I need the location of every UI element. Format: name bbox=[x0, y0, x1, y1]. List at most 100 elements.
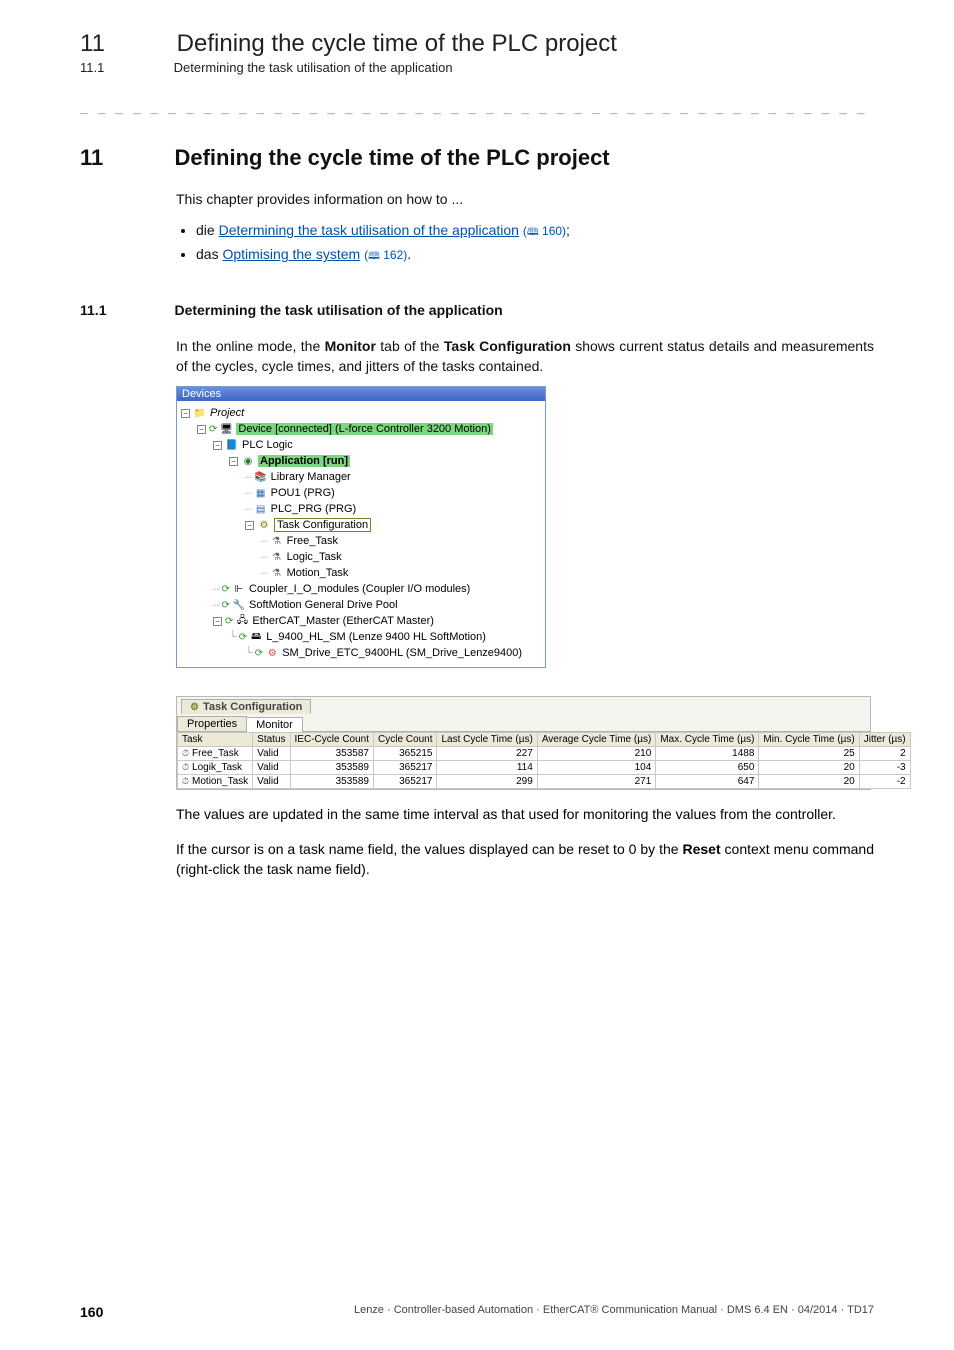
col-cycle-count[interactable]: Cycle Count bbox=[374, 733, 437, 747]
tree-plc-prg[interactable]: ┈ ▤ PLC_PRG (PRG) bbox=[179, 501, 543, 517]
device-icon: 🖥 bbox=[219, 424, 233, 435]
col-jitter[interactable]: Jitter (µs) bbox=[859, 733, 910, 747]
task-name: Free_Task bbox=[192, 748, 239, 759]
table-row[interactable]: ⏱Logik_Task Valid 353589 365217 114 104 … bbox=[178, 761, 911, 775]
tree-motion-task[interactable]: ┈ ⚗ Motion_Task bbox=[179, 565, 543, 581]
col-status[interactable]: Status bbox=[253, 733, 290, 747]
book-icon: 🕮 bbox=[368, 251, 380, 262]
footer-text: Lenze · Controller-based Automation · Et… bbox=[354, 1304, 874, 1320]
task-name: Motion_Task bbox=[192, 776, 248, 787]
devices-title: Devices bbox=[177, 387, 545, 401]
tree-label: PLC Logic bbox=[242, 439, 293, 451]
cell-last: 227 bbox=[437, 747, 537, 761]
tree-label: Logic_Task bbox=[287, 551, 342, 563]
page-number: 160 bbox=[80, 1304, 103, 1320]
values-para: The values are updated in the same time … bbox=[176, 804, 874, 824]
cell-status: Valid bbox=[253, 747, 290, 761]
collapse-icon[interactable]: − bbox=[213, 617, 222, 626]
section-11-bullets: die Determining the task utilisation of … bbox=[196, 219, 874, 267]
tree-label: Library Manager bbox=[271, 471, 351, 483]
ref-page: 160 bbox=[542, 224, 562, 238]
collapse-icon[interactable]: − bbox=[245, 521, 254, 530]
cell-avg: 210 bbox=[537, 747, 656, 761]
col-min-cycle[interactable]: Min. Cycle Time (µs) bbox=[759, 733, 859, 747]
tree-coupler[interactable]: ┈ ⟳ ⊩ Coupler_I_O_modules (Coupler I/O m… bbox=[179, 581, 543, 597]
clock-icon: ⏱ bbox=[182, 776, 189, 786]
col-max-cycle[interactable]: Max. Cycle Time (µs) bbox=[656, 733, 759, 747]
chapter-number: 11 bbox=[80, 30, 170, 58]
tree-pou1[interactable]: ┈ ▦ POU1 (PRG) bbox=[179, 485, 543, 501]
collapse-icon[interactable]: − bbox=[213, 441, 222, 450]
tree-softmotion[interactable]: ┈ ⟳ 🔧 SoftMotion General Drive Pool bbox=[179, 597, 543, 613]
collapse-icon[interactable]: − bbox=[181, 409, 190, 418]
tree-label: Motion_Task bbox=[287, 567, 349, 579]
drive-icon: 🖴 bbox=[249, 629, 263, 646]
tree-device[interactable]: − ⟳ 🖥 Device [connected] (L-force Contro… bbox=[179, 421, 543, 437]
collapse-icon[interactable]: − bbox=[197, 425, 206, 434]
tab-monitor[interactable]: Monitor bbox=[246, 717, 303, 732]
tree-project[interactable]: − 📁 Project bbox=[179, 405, 543, 421]
devices-panel: Devices − 📁 Project − ⟳ 🖥 Device [connec… bbox=[176, 386, 546, 668]
cell-max: 647 bbox=[656, 775, 759, 789]
page-ref[interactable]: (🕮 160) bbox=[523, 224, 566, 238]
cell-iec: 353589 bbox=[290, 775, 373, 789]
task-utilisation-link[interactable]: Determining the task utilisation of the … bbox=[219, 222, 519, 238]
tree-ethercat[interactable]: − ⟳ 🖧 EtherCAT_Master (EtherCAT Master) bbox=[179, 613, 543, 629]
table-row[interactable]: ⏱Free_Task Valid 353587 365215 227 210 1… bbox=[178, 747, 911, 761]
cell-task: ⏱Logik_Task bbox=[178, 761, 253, 775]
tree-task-config[interactable]: − ⚙ Task Configuration bbox=[179, 517, 543, 533]
divider-line: _ _ _ _ _ _ _ _ _ _ _ _ _ _ _ _ _ _ _ _ … bbox=[80, 100, 874, 115]
bullet-item: die Determining the task utilisation of … bbox=[196, 219, 874, 243]
cell-avg: 271 bbox=[537, 775, 656, 789]
tree-label: PLC_PRG (PRG) bbox=[271, 503, 357, 515]
coupler-icon: ⊩ bbox=[232, 584, 246, 595]
section-11-1-heading: 11.1 Determining the task utilisation of… bbox=[80, 302, 874, 320]
cell-iec: 353589 bbox=[290, 761, 373, 775]
section-11-1-para: In the online mode, the Monitor tab of t… bbox=[176, 336, 874, 377]
page-ref[interactable]: (🕮 162) bbox=[364, 248, 407, 262]
tree-plc-logic[interactable]: − 📘 PLC Logic bbox=[179, 437, 543, 453]
tree-application[interactable]: − ◉ Application [run] bbox=[179, 453, 543, 469]
task-config-title-tab[interactable]: ⚙ Task Configuration bbox=[181, 699, 311, 714]
col-avg-cycle[interactable]: Average Cycle Time (µs) bbox=[537, 733, 656, 747]
reset-bold: Reset bbox=[682, 841, 720, 857]
collapse-icon[interactable]: − bbox=[229, 457, 238, 466]
task-icon: ⚗ bbox=[270, 552, 284, 563]
col-iec[interactable]: IEC-Cycle Count bbox=[290, 733, 373, 747]
book-icon: 🕮 bbox=[527, 227, 539, 238]
task-icon: ⚗ bbox=[270, 536, 284, 547]
tree-smdrive[interactable]: └ ⟳ ⚙ SM_Drive_ETC_9400HL (SM_Drive_Lenz… bbox=[179, 645, 543, 661]
library-icon: 📚 bbox=[254, 472, 268, 483]
tree-logic-task[interactable]: ┈ ⚗ Logic_Task bbox=[179, 549, 543, 565]
reset-text-1: If the cursor is on a task name field, t… bbox=[176, 841, 682, 857]
cell-status: Valid bbox=[253, 761, 290, 775]
optimising-system-link[interactable]: Optimising the system bbox=[222, 246, 360, 262]
tree-l9400[interactable]: └ ⟳ 🖴 L_9400_HL_SM (Lenze 9400 HL SoftMo… bbox=[179, 629, 543, 645]
tree-label: EtherCAT_Master (EtherCAT Master) bbox=[252, 615, 434, 627]
task-config-icon: ⚙ bbox=[257, 520, 271, 531]
ref-page: 162 bbox=[383, 248, 403, 262]
subsection-heading: 11.1 Determining the task utilisation of… bbox=[80, 60, 874, 75]
cell-max: 650 bbox=[656, 761, 759, 775]
tree-free-task[interactable]: ┈ ⚗ Free_Task bbox=[179, 533, 543, 549]
col-task[interactable]: Task bbox=[178, 733, 253, 747]
sync-icon: ⟳ bbox=[222, 584, 230, 595]
devices-tree: − 📁 Project − ⟳ 🖥 Device [connected] (L-… bbox=[177, 401, 545, 667]
sync-icon: ⟳ bbox=[255, 648, 263, 659]
subsection-number: 11.1 bbox=[80, 302, 170, 318]
page-header: 11 Defining the cycle time of the PLC pr… bbox=[80, 30, 874, 75]
tree-label: Device [connected] (L-force Controller 3… bbox=[236, 423, 493, 435]
table-row[interactable]: ⏱Motion_Task Valid 353589 365217 299 271… bbox=[178, 775, 911, 789]
bullet-prefix: das bbox=[196, 246, 222, 262]
para-text: In the online mode, the bbox=[176, 338, 325, 354]
col-last-cycle[interactable]: Last Cycle Time (µs) bbox=[437, 733, 537, 747]
section-11-heading: 11 Defining the cycle time of the PLC pr… bbox=[80, 145, 874, 171]
project-icon: 📁 bbox=[193, 408, 207, 419]
tree-lib-mgr[interactable]: ┈ 📚 Library Manager bbox=[179, 469, 543, 485]
tree-label: Coupler_I_O_modules (Coupler I/O modules… bbox=[249, 583, 470, 595]
task-config-icon: ⚙ bbox=[190, 702, 199, 713]
tab-properties[interactable]: Properties bbox=[177, 716, 247, 731]
cell-avg: 104 bbox=[537, 761, 656, 775]
sync-icon: ⟳ bbox=[209, 424, 217, 435]
subsection-title: Determining the task utilisation of the … bbox=[174, 60, 453, 75]
